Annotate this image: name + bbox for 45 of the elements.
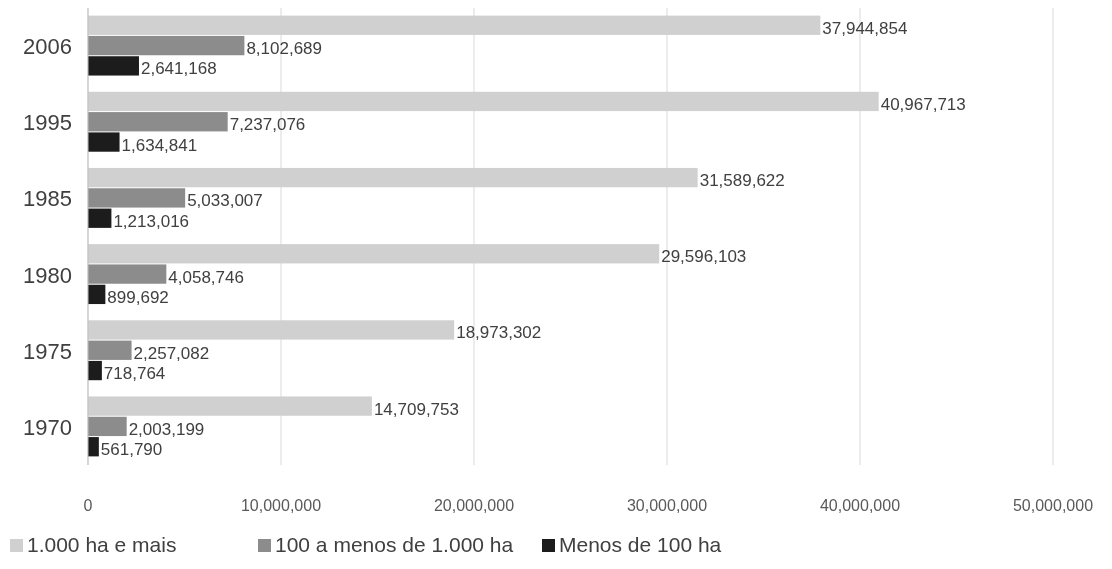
bar: [88, 208, 112, 228]
bar: [88, 112, 228, 132]
legend-label: Menos de 100 ha: [559, 533, 722, 556]
bar: [88, 437, 99, 457]
data-label: 7,237,076: [229, 115, 306, 135]
legend-label: 1.000 ha e mais: [27, 533, 177, 556]
y-tick-label: 1980: [23, 262, 72, 288]
data-label: 1,634,841: [121, 135, 198, 155]
bar: [88, 284, 106, 305]
data-label: 37,944,854: [822, 18, 908, 38]
data-label: 2,641,168: [140, 59, 217, 79]
data-label: 899,692: [107, 287, 169, 307]
data-label: 8,102,689: [246, 39, 323, 59]
bar: [88, 340, 132, 360]
bar: [88, 264, 167, 284]
bar: [88, 416, 127, 437]
data-label: 14,709,753: [373, 399, 459, 419]
data-label: 29,596,103: [661, 247, 747, 267]
bar: [88, 56, 139, 76]
y-tick-label: 1995: [23, 110, 72, 136]
y-tick-label: 2006: [23, 34, 72, 60]
x-tick-label: 20,000,000: [433, 497, 515, 514]
bar: [88, 188, 186, 208]
y-tick-label: 1985: [23, 186, 72, 212]
x-tick-label: 40,000,000: [819, 497, 901, 514]
bar: [88, 35, 245, 56]
data-label: 40,967,713: [880, 94, 966, 114]
x-tick-label: 0: [83, 497, 93, 514]
data-label: 31,589,622: [699, 171, 785, 191]
data-label: 1,213,016: [113, 211, 190, 231]
x-tick-label: 30,000,000: [626, 497, 708, 514]
data-label: 718,764: [103, 364, 166, 384]
x-tick-label: 50,000,000: [1012, 497, 1094, 514]
data-label: 561,790: [100, 440, 163, 460]
bar: [88, 360, 102, 381]
y-tick-label: 1975: [23, 338, 72, 364]
x-tick-label: 10,000,000: [240, 497, 322, 514]
y-tick-label: 1970: [23, 414, 72, 440]
data-label: 18,973,302: [456, 323, 542, 343]
legend-label: 100 a menos de 1.000 ha: [275, 533, 514, 556]
bar: [88, 132, 120, 152]
data-label: 2,003,199: [128, 419, 205, 439]
data-label: 5,033,007: [187, 191, 263, 211]
data-label: 2,257,082: [133, 343, 210, 363]
data-label: 4,058,746: [168, 267, 244, 287]
